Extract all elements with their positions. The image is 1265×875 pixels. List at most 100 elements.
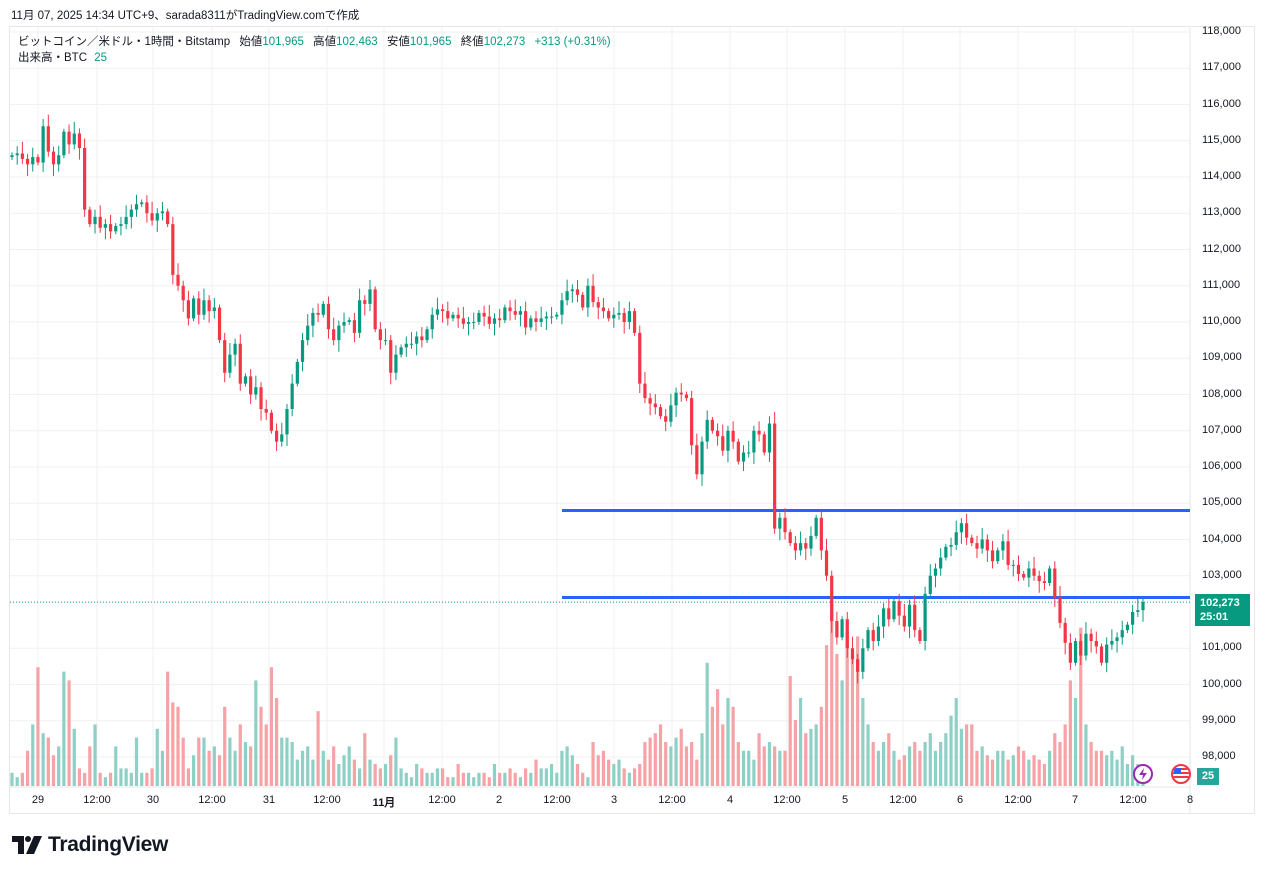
candlestick [451,311,455,322]
candlestick [700,436,704,486]
candlestick [513,299,517,320]
candlestick [679,383,683,402]
candlestick [352,312,357,343]
candlestick [415,331,419,356]
candlestick [830,570,834,633]
symbol-title[interactable]: ビットコイン／米ドル・1時間・Bitstamp [18,36,231,48]
volume-bar [57,746,61,786]
volume-bar [985,755,989,786]
candlestick [1016,555,1021,582]
candlestick [316,303,320,322]
volume-bar [1068,680,1072,786]
volume-bar [996,750,1000,786]
time-axis-label: 12:00 [773,794,801,806]
low-label: 安値 [386,36,410,48]
volume-bar [134,737,139,786]
volume-bar [1037,759,1041,786]
volume-legend-row: 出来高・BTC 25 [18,50,611,66]
time-axis-label: 5 [841,794,849,806]
volume-bar [233,750,237,786]
volume-bar [664,742,668,786]
volume-bar [451,777,455,786]
volume-bar [67,680,71,786]
candlestick [643,372,647,404]
volume-bar [446,777,450,786]
candlestick [51,146,56,176]
volume-bar [669,746,673,786]
candlestick [274,423,279,452]
candlestick [1084,622,1088,661]
volume-bar [36,667,40,786]
candlestick [638,325,642,394]
candlestick [788,529,792,547]
volume-value: 25 [94,52,107,64]
high-label: 高値 [313,36,337,48]
volume-bar [41,733,45,786]
volume-bar [425,772,429,786]
candlestick [72,121,76,150]
volume-bar [617,759,621,786]
volume-bar [793,720,797,786]
candlestick [814,514,818,539]
candlestick [254,375,258,400]
volume-bar [306,746,310,786]
candlestick [1115,632,1119,653]
volume-bar [1011,755,1015,786]
us-flag-event-icon[interactable] [1171,764,1191,784]
volume-bar [1125,764,1130,786]
candlestick [492,313,497,336]
candlestick [648,393,652,416]
time-axis-label: 29 [31,794,45,806]
volume-bar [752,759,756,786]
candlestick [809,526,813,556]
candlestick [1027,561,1031,587]
candlestick [907,599,912,639]
symbol-legend: ビットコイン／米ドル・1時間・Bitstamp 始値101,965 高値102,… [18,34,611,66]
price-axis-label: 115,000 [1202,133,1241,146]
volume-bar [254,680,258,786]
volume-bar [695,759,699,786]
volume-bar [1001,750,1005,786]
candlestick [134,194,139,217]
volume-bar [575,764,580,786]
candlestick [1105,637,1109,673]
volume-bar [741,750,746,786]
volume-bar [549,764,554,786]
volume-bar [186,768,190,786]
volume-label[interactable]: 出来高・BTC [18,52,87,64]
volume-bar [762,746,766,786]
candlestick [264,399,268,420]
volume-bar [114,746,118,786]
volume-bar [217,755,222,786]
time-axis-label: 8 [1186,794,1194,806]
volume-bar [944,733,948,786]
candlestick [487,304,491,329]
candlestick [856,654,860,684]
candlestick [773,411,777,534]
lightning-event-icon[interactable] [1133,764,1153,784]
candlestick [1073,638,1078,666]
candlestick [949,537,953,557]
time-axis-label: 4 [726,794,734,806]
candlestick [1032,556,1036,581]
volume-bar [487,777,491,786]
price-axis-label: 101,000 [1202,641,1242,654]
candlestick [10,152,14,160]
volume-bar [10,772,14,786]
candlestick [684,391,689,402]
candlestick [767,416,772,462]
volume-bar [788,676,792,786]
volume-bar [1016,746,1021,786]
candlestick [887,598,891,627]
volume-bar [814,724,818,786]
candlestick [404,336,408,357]
candlestick [124,205,128,230]
candlestick [1141,597,1145,622]
volume-bar [965,724,969,786]
volume-bar [632,768,637,786]
tradingview-logo[interactable]: TradingView [12,833,168,857]
volume-bar [46,737,50,786]
candlestick [965,513,969,545]
candlestick [897,593,901,626]
